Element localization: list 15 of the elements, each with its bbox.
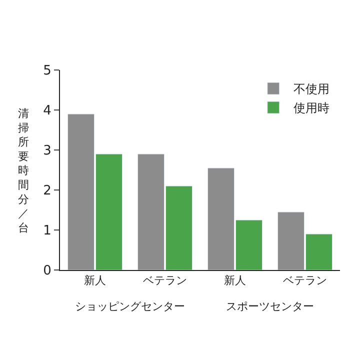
x-tick-label: 新人 [224,274,246,288]
y-tick-label: 3 [43,144,52,159]
text: スポーツセンター [226,300,314,313]
y-tick-label: 4 [43,104,52,119]
legend-label: 不使用 [293,82,330,96]
text: ショッピングセンター [75,300,185,313]
x-tick-label: 新人 [84,274,106,288]
x-tick-label: ベテラン [143,274,187,288]
y-tick-label: 1 [43,224,52,239]
y-tick-label: 0 [43,264,52,279]
text: 清掃所要時間分／台 [18,107,29,234]
y-tick-label: 2 [43,184,52,199]
x-tick-label: ベテラン [283,274,327,288]
legend-label: 使用時 [293,101,330,116]
y-tick-label: 5 [43,64,52,79]
